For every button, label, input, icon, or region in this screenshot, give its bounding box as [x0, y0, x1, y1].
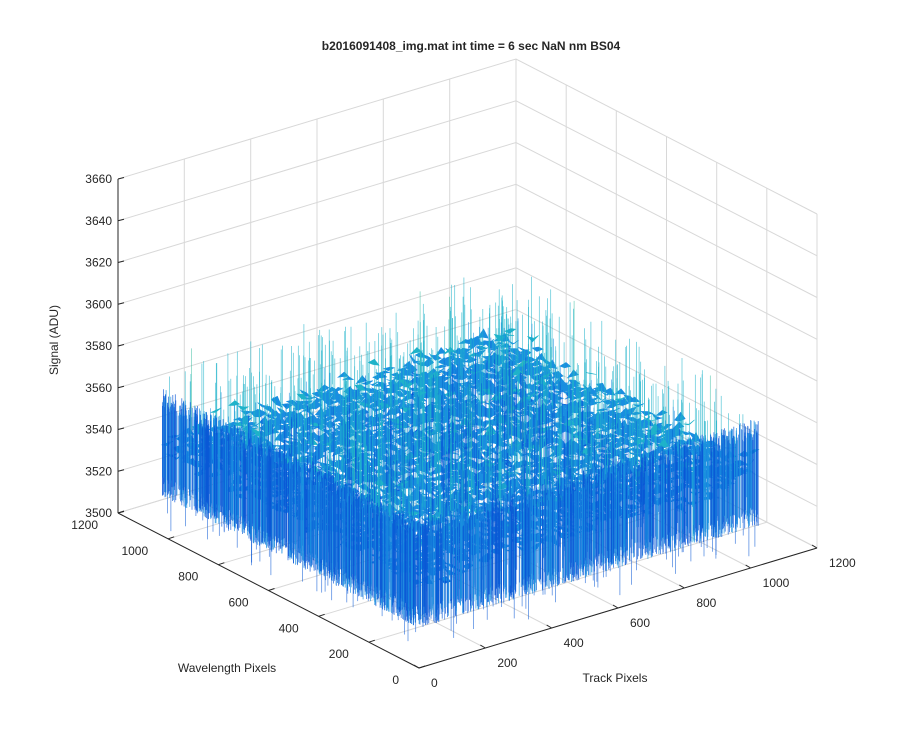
surface-patch — [526, 335, 539, 343]
surface-patch — [333, 412, 346, 422]
surface-patch — [270, 395, 283, 408]
surface-patch — [478, 340, 491, 346]
surface-patch — [558, 380, 570, 389]
surface-patch — [367, 358, 380, 366]
surface-patch — [531, 346, 544, 352]
surface-patch — [585, 372, 597, 375]
surface-patch — [507, 339, 519, 345]
surface-patch — [640, 410, 652, 416]
surface-patch — [615, 399, 628, 405]
signal-surface — [160, 276, 760, 642]
